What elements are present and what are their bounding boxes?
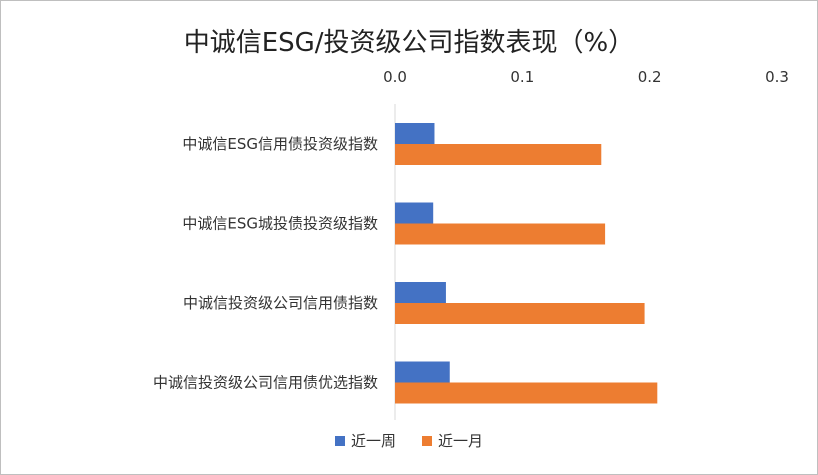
- legend-swatch-week: [334, 435, 345, 446]
- legend-swatch-month: [422, 435, 432, 446]
- bars: [395, 123, 658, 404]
- x-tick-label: 0.1: [510, 68, 534, 86]
- category-labels: 中诚信ESG信用债投资级指数中诚信ESG城投债投资级指数中诚信投资级公司信用债指…: [153, 135, 378, 392]
- bar-week: [395, 202, 434, 224]
- x-tick-label: 0.0: [383, 68, 407, 86]
- bar-month: [395, 144, 602, 165]
- legend: 近一周 近一月: [0, 430, 818, 451]
- x-tick-label: 0.2: [638, 68, 662, 86]
- legend-item-month: 近一月: [422, 430, 483, 451]
- x-tick-label: 0.3: [765, 68, 789, 86]
- category-label: 中诚信ESG信用债投资级指数: [182, 135, 378, 153]
- category-label: 中诚信ESG城投债投资级指数: [182, 215, 378, 233]
- bar-week: [395, 282, 446, 303]
- category-label: 中诚信投资级公司信用债指数: [183, 294, 378, 312]
- bar-month: [395, 382, 658, 404]
- legend-item-week: 近一周: [334, 430, 396, 451]
- chart-title: 中诚信ESG/投资级公司指数表现（%）: [183, 28, 635, 58]
- category-label: 中诚信投资级公司信用债优选指数: [153, 374, 378, 392]
- legend-label-week: 近一周: [350, 432, 396, 450]
- bar-week: [395, 123, 435, 144]
- legend-label-month: 近一月: [438, 432, 484, 450]
- bar-month: [395, 223, 606, 245]
- x-axis-ticks: 0.0 0.1 0.2 0.3: [383, 68, 789, 86]
- bar-month: [395, 303, 645, 324]
- bar-week: [395, 361, 450, 383]
